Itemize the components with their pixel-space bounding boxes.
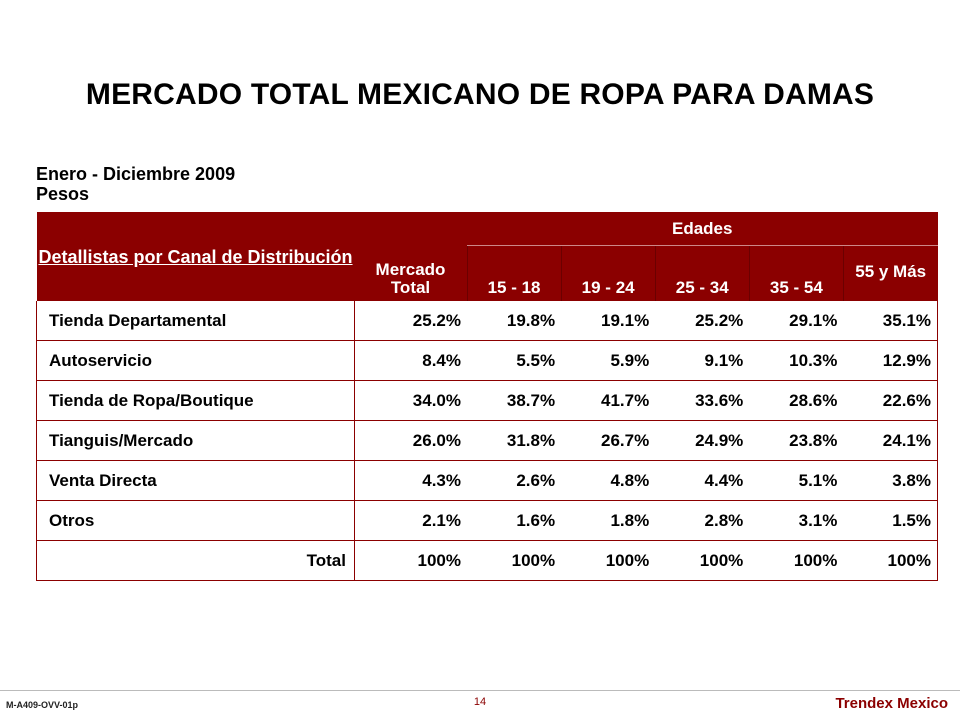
row-label: Tienda Departamental bbox=[36, 301, 355, 341]
table-cell: 100% bbox=[561, 540, 656, 581]
table-cell: 25.2% bbox=[655, 301, 750, 341]
table-cell: 4.8% bbox=[561, 460, 656, 501]
header-age-group: 35 - 54 bbox=[748, 245, 844, 301]
table-cell: 100% bbox=[749, 540, 844, 581]
table-cell: 4.3% bbox=[354, 460, 467, 501]
row-label: Autoservicio bbox=[36, 340, 355, 381]
header-canal: Detallistas por Canal de Distribución bbox=[36, 212, 355, 301]
table-cell: 26.0% bbox=[354, 420, 467, 461]
distribution-table: Detallistas por Canal de Distribución Me… bbox=[36, 212, 939, 581]
table-cell: 19.1% bbox=[561, 301, 656, 341]
table-cell: 100% bbox=[467, 540, 562, 581]
table-row: Total 100% 100% 100% 100% 100% 100% bbox=[36, 540, 939, 581]
table-cell: 4.4% bbox=[655, 460, 750, 501]
page-title: MERCADO TOTAL MEXICANO DE ROPA PARA DAMA… bbox=[85, 78, 875, 111]
table-cell: 9.1% bbox=[655, 340, 750, 381]
row-label: Tienda de Ropa/Boutique bbox=[36, 380, 355, 421]
row-label: Otros bbox=[36, 500, 355, 541]
period-label: Enero - Diciembre 2009 bbox=[36, 164, 236, 184]
table-cell: 2.8% bbox=[655, 500, 750, 541]
header-mercado-total: Mercado Total bbox=[354, 212, 467, 301]
table-cell: 26.7% bbox=[561, 420, 656, 461]
header-age-group: 15 - 18 bbox=[466, 245, 562, 301]
brand-name: Trendex Mexico bbox=[835, 695, 948, 712]
table-cell: 33.6% bbox=[655, 380, 750, 421]
table-cell: 5.9% bbox=[561, 340, 656, 381]
table-cell: 34.0% bbox=[354, 380, 467, 421]
table-row: Otros 2.1% 1.6% 1.8% 2.8% 3.1% 1.5% bbox=[36, 500, 939, 541]
header-age-group: 25 - 34 bbox=[654, 245, 750, 301]
table-cell: 5.5% bbox=[467, 340, 562, 381]
table-cell: 1.6% bbox=[467, 500, 562, 541]
table-cell: 28.6% bbox=[749, 380, 844, 421]
table-row: Tienda Departamental 25.2% 19.8% 19.1% 25.2%… bbox=[36, 301, 939, 341]
table-cell: 1.5% bbox=[843, 500, 939, 541]
header-edades: Edades bbox=[467, 212, 938, 246]
table-row: Tienda de Ropa/Boutique 34.0% 38.7% 41.7% 33… bbox=[36, 380, 939, 421]
row-label: Venta Directa bbox=[36, 460, 355, 501]
table-cell: 5.1% bbox=[749, 460, 844, 501]
table-cell: 23.8% bbox=[749, 420, 844, 461]
table-row: Tianguis/Mercado 26.0% 31.8% 26.7% 24.9% 23.8… bbox=[36, 420, 939, 461]
table-cell: 41.7% bbox=[561, 380, 656, 421]
header-age-group: 55 y Más bbox=[842, 245, 938, 301]
table-cell: 2.1% bbox=[354, 500, 467, 541]
currency-label: Pesos bbox=[36, 184, 90, 204]
table-cell: 100% bbox=[843, 540, 939, 581]
row-label: Total bbox=[36, 540, 355, 581]
table-cell: 100% bbox=[354, 540, 467, 581]
table-cell: 19.8% bbox=[467, 301, 562, 341]
header-age-group: 19 - 24 bbox=[560, 245, 656, 301]
table-cell: 25.2% bbox=[354, 301, 467, 341]
table-cell: 35.1% bbox=[843, 301, 939, 341]
table-cell: 31.8% bbox=[467, 420, 562, 461]
table-cell: 12.9% bbox=[843, 340, 939, 381]
table-cell: 3.1% bbox=[749, 500, 844, 541]
table-body: Tienda Departamental 25.2% 19.8% 19.1% 25.2%… bbox=[36, 301, 939, 581]
table-cell: 10.3% bbox=[749, 340, 844, 381]
footer-divider bbox=[0, 690, 960, 691]
table-cell: 22.6% bbox=[843, 380, 939, 421]
page-number: 14 bbox=[473, 696, 487, 708]
table-cell: 3.8% bbox=[843, 460, 939, 501]
document-code: M-A409-OVV-01p bbox=[6, 700, 79, 710]
table-cell: 24.1% bbox=[843, 420, 939, 461]
table-cell: 1.8% bbox=[561, 500, 656, 541]
table-cell: 24.9% bbox=[655, 420, 750, 461]
table-cell: 2.6% bbox=[467, 460, 562, 501]
row-label: Tianguis/Mercado bbox=[36, 420, 355, 461]
table-cell: 8.4% bbox=[354, 340, 467, 381]
period-subtitle: Enero - Diciembre 2009 Pesos bbox=[36, 164, 235, 204]
table-cell: 29.1% bbox=[749, 301, 844, 341]
table-row: Venta Directa 4.3% 2.6% 4.8% 4.4% 5.1% 3.8% bbox=[36, 460, 939, 501]
table-cell: 100% bbox=[655, 540, 750, 581]
table-row: Autoservicio 8.4% 5.5% 5.9% 9.1% 10.3% 12.9% bbox=[36, 340, 939, 381]
table-cell: 38.7% bbox=[467, 380, 562, 421]
